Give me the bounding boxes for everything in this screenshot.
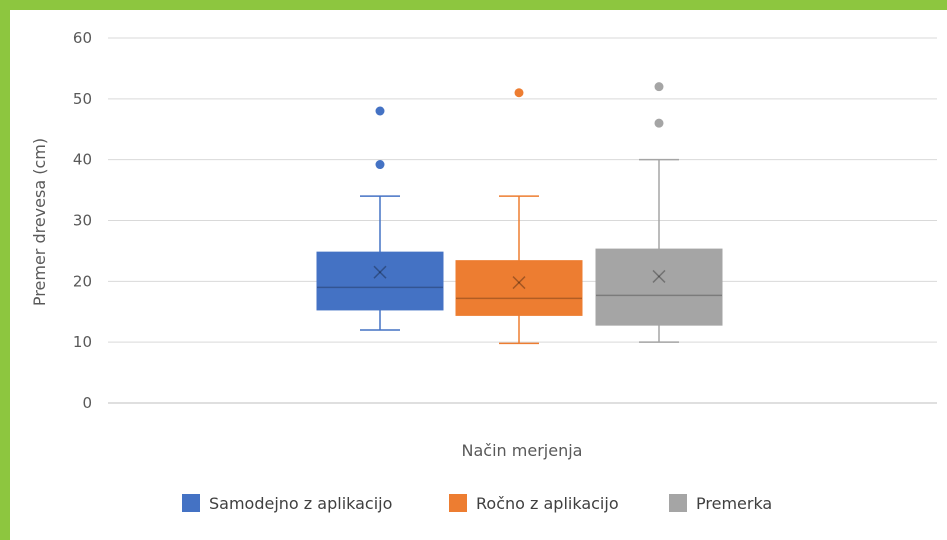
y-tick-label-60: 60 xyxy=(73,29,92,47)
legend-swatch-3 xyxy=(669,494,687,512)
box-body xyxy=(455,260,583,316)
y-tick-label-50: 50 xyxy=(73,90,92,108)
y-tick-label-0: 0 xyxy=(82,394,92,412)
mean-marker-b xyxy=(652,269,666,283)
legend-label-2: Ročno z aplikacijo xyxy=(476,494,619,513)
box-2 xyxy=(455,88,583,345)
y-tick-label-20: 20 xyxy=(73,272,92,290)
legend-label-3: Premerka xyxy=(696,494,772,513)
box-1 xyxy=(316,106,444,331)
box-3 xyxy=(595,82,723,343)
legend: Samodejno z aplikacijo Ročno z aplikacijo… xyxy=(182,494,772,513)
x-axis-title: Način merjenja xyxy=(462,441,583,460)
mean-marker-b xyxy=(373,265,387,279)
outlier-point-1 xyxy=(654,118,664,128)
outlier-point-2 xyxy=(375,106,385,116)
outlier-point-1 xyxy=(514,88,524,98)
legend-label-1: Samodejno z aplikacijo xyxy=(209,494,392,513)
mean-marker-a xyxy=(373,265,387,279)
y-tick-label-30: 30 xyxy=(73,212,92,230)
y-axis-ticks: 0 10 20 30 40 50 60 xyxy=(73,29,92,412)
y-tick-label-10: 10 xyxy=(73,333,92,351)
legend-swatch-1 xyxy=(182,494,200,512)
outlier-point-2 xyxy=(654,82,664,92)
box-body xyxy=(316,251,444,311)
mean-marker-a xyxy=(652,269,666,283)
box-series xyxy=(316,82,723,345)
outlier-point-1 xyxy=(375,160,385,170)
mean-marker-b xyxy=(512,276,526,290)
box-body xyxy=(595,248,723,326)
mean-marker-a xyxy=(512,276,526,290)
y-axis-title: Premer drevesa (cm) xyxy=(30,138,49,306)
y-tick-label-40: 40 xyxy=(73,151,92,169)
legend-swatch-2 xyxy=(449,494,467,512)
